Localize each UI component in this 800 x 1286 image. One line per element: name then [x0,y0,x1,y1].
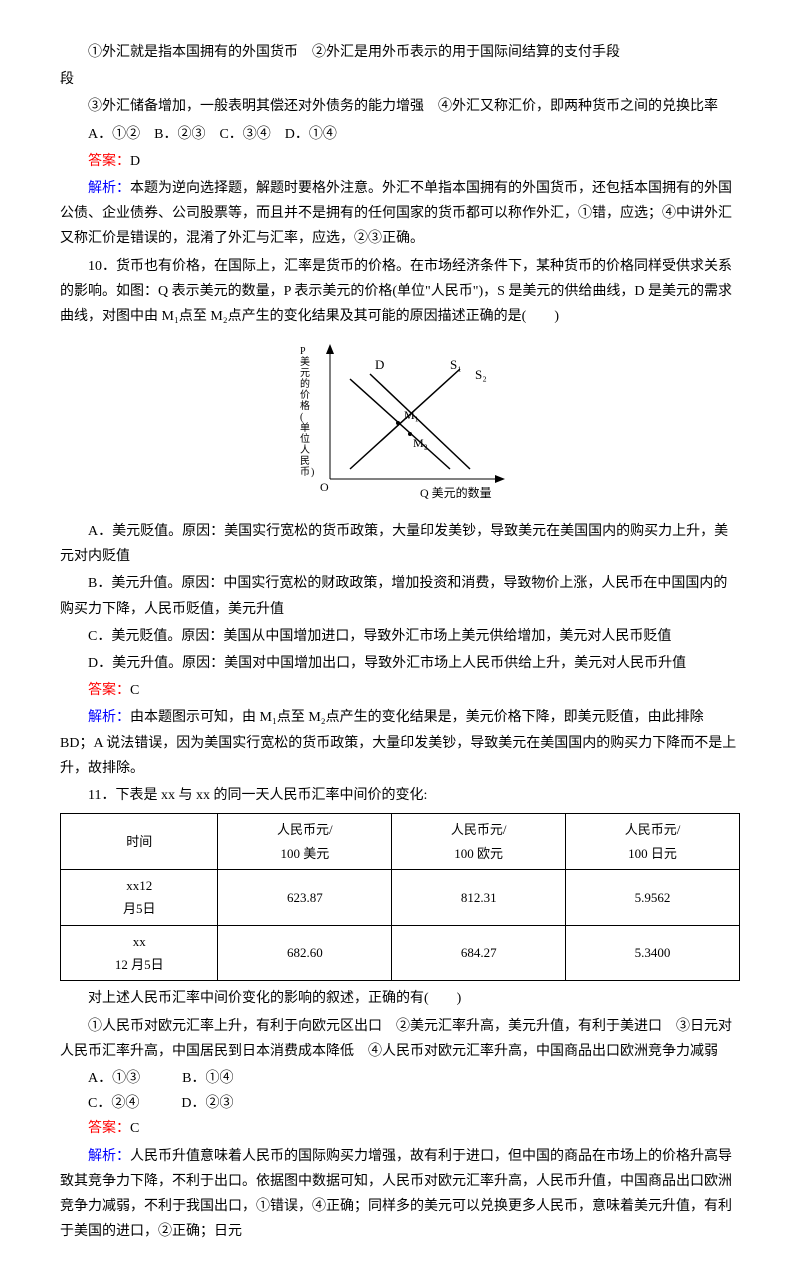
analysis-text: 人民币升值意味着人民币的国际购买力增强，故有利于进口，但中国的商品在市场上的价格… [60,1149,732,1240]
q9-answer: 答案：D [60,149,740,174]
table-header: 人民币元/100 美元 [218,814,392,870]
table-cell: xx12 月5日 [61,925,218,981]
table-header-row: 时间 人民币元/100 美元 人民币元/100 欧元 人民币元/100 日元 [61,814,740,870]
svg-text:位: 位 [300,432,310,445]
svg-text:民: 民 [300,455,310,467]
svg-text:单: 单 [300,422,310,434]
answer-value: C [130,683,139,698]
point-m1-label: M₁ [404,408,419,422]
q11-opts: ①人民币对欧元汇率上升，有利于向欧元区出口 ②美元汇率升高，美元升值，有利于美进… [60,1014,740,1064]
table-cell: 812.31 [392,869,566,925]
table-header: 时间 [61,814,218,870]
table-header: 人民币元/100 日元 [566,814,740,870]
q10-stem: 10．货币也有价格，在国际上，汇率是货币的价格。在市场经济条件下，某种货币的价格… [60,254,740,330]
q10-answer: 答案：C [60,678,740,703]
table-row: xx12 月5日 682.60 684.27 5.3400 [61,925,740,981]
table-row: xx12月5日 623.87 812.31 5.9562 [61,869,740,925]
q11-sub-stem: 对上述人民币汇率中间价变化的影响的叙述，正确的有( ) [60,986,740,1011]
svg-text:元: 元 [300,368,310,379]
q11-answer: 答案：C [60,1116,740,1141]
svg-text:格: 格 [300,399,310,412]
table-cell: 682.60 [218,925,392,981]
origin-label: O [320,480,329,494]
q10-analysis: 解析：由本题图示可知，由 M₁点至 M₂点产生的变化结果是，美元价格下降，即美元… [60,705,740,781]
svg-text:的: 的 [300,377,310,390]
q10-optC: C．美元贬值。原因：美国从中国增加进口，导致外汇市场上美元供给增加，美元对人民币… [60,624,740,649]
x-axis-label: Q 美元的数量 [420,485,492,500]
choice-b: B．①④ [182,1071,233,1086]
analysis-text: 由本题图示可知，由 M₁点至 M₂点产生的变化结果是，美元价格下降，即美元贬值，… [60,710,736,775]
svg-text:(: ( [300,412,304,423]
q10-optA: A．美元贬值。原因：美国实行宽松的货币政策，大量印发美钞，导致美元在美国国内的购… [60,519,740,569]
svg-text:币: 币 [300,466,310,478]
table-cell: 5.9562 [566,869,740,925]
svg-text:): ) [311,467,314,478]
curve-d-label: D [375,357,384,372]
choice-d: D．②③ [181,1096,233,1111]
q9-opt3: ③外汇储备增加，一般表明其偿还对外债务的能力增强 ④外汇又称汇价，即两种货币之间… [60,94,740,119]
q9-choices: A．①② B．②③ C．③④ D．①④ [60,122,740,147]
analysis-label: 解析： [88,181,130,196]
table-cell: xx12月5日 [61,869,218,925]
q9-analysis: 解析：本题为逆向选择题，解题时要格外注意。外汇不单指本国拥有的外国货币，还包括本… [60,176,740,252]
svg-text:P: P [300,346,306,357]
answer-label: 答案： [88,1121,130,1136]
point-m2-label: M₂ [413,436,428,450]
answer-value: D [130,154,140,169]
table-header: 人民币元/100 欧元 [392,814,566,870]
answer-label: 答案： [88,154,130,169]
table-cell: 5.3400 [566,925,740,981]
curve-s2-label: S₂ [475,367,487,382]
table-cell: 684.27 [392,925,566,981]
analysis-label: 解析： [88,710,130,725]
q11-stem: 11．下表是 xx 与 xx 的同一天人民币汇率中间价的变化: [60,783,740,808]
supply-demand-chart: D S₁ S₂ M₁ M₂ O Q 美元的数量 P 美 元 的 价 格 ( 单 … [60,339,740,509]
answer-value: C [130,1121,139,1136]
analysis-text: 本题为逆向选择题，解题时要格外注意。外汇不单指本国拥有的外国货币，还包括本国拥有… [60,181,732,246]
q9-opt3-line1: 段 [60,67,740,92]
chart-svg: D S₁ S₂ M₁ M₂ O Q 美元的数量 P 美 元 的 价 格 ( 单 … [280,339,520,509]
q9-opt1: ①外汇就是指本国拥有的外国货币 ②外汇是用外币表示的用于国际间结算的支付手段 [60,40,740,65]
svg-text:人: 人 [300,444,310,456]
q11-choices-ab: A．①③ B．①④ [60,1066,740,1091]
svg-text:价: 价 [300,389,310,401]
choice-a: A．①③ [88,1071,140,1086]
q10-optD: D．美元升值。原因：美国对中国增加出口，导致外汇市场上人民币供给上升，美元对人民… [60,651,740,676]
q11-choices-cd: C．②④ D．②③ [60,1091,740,1116]
svg-text:美: 美 [300,355,310,368]
exchange-rate-table: 时间 人民币元/100 美元 人民币元/100 欧元 人民币元/100 日元 x… [60,813,740,981]
q11-analysis: 解析：人民币升值意味着人民币的国际购买力增强，故有利于进口，但中国的商品在市场上… [60,1144,740,1245]
answer-label: 答案： [88,683,130,698]
analysis-label: 解析： [88,1149,130,1164]
choice-c: C．②④ [88,1096,139,1111]
q10-optB: B．美元升值。原因：中国实行宽松的财政政策，增加投资和消费，导致物价上涨，人民币… [60,571,740,621]
table-cell: 623.87 [218,869,392,925]
curve-s1-label: S₁ [450,357,462,372]
